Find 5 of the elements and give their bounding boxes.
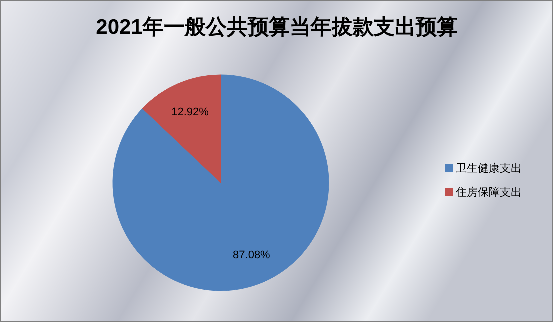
chart-title: 2021年一般公共预算当年拔款支出预算 xyxy=(96,16,458,39)
legend-label: 住房保障支出 xyxy=(456,186,522,199)
legend-label: 卫生健康支出 xyxy=(456,162,522,175)
data-label: 12.92% xyxy=(172,106,210,119)
data-label: 87.08% xyxy=(233,249,271,262)
